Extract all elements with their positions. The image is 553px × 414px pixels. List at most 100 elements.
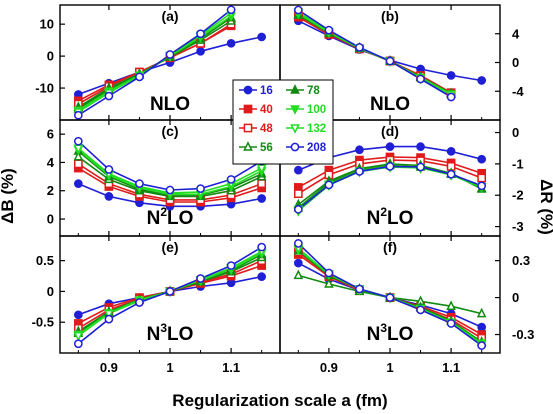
legend-item-100: 100	[286, 104, 326, 116]
panel-e-series-208-point	[196, 274, 205, 283]
legend-marker	[243, 123, 253, 133]
panel-c-series-16-point	[73, 179, 83, 189]
legend-item-40: 40	[239, 104, 273, 116]
panel-d-order-label: N2LO	[367, 205, 414, 229]
panel-a-order-label: NLO	[150, 94, 190, 115]
panel-f-ytick-label: 0	[512, 290, 519, 305]
panel-d-series-48-point	[293, 189, 303, 199]
panel-f-series-208-point	[477, 341, 487, 350]
panel-b-series-16-point	[477, 76, 487, 85]
panel-f-series-208-point	[385, 293, 395, 302]
panel-b-series-208-point	[324, 25, 334, 35]
legend-item-78: 78	[286, 84, 320, 97]
x-axis-label: Regularization scale a (fm)	[172, 391, 387, 410]
panel-e-series-208-point	[135, 298, 144, 307]
panel-c-series-16-point	[257, 194, 267, 203]
panel-f-xtick-label: 0.9	[320, 360, 338, 375]
legend-marker	[243, 104, 253, 114]
panel-c-ytick-label: 4	[47, 155, 55, 170]
panel-f-series-208-point	[416, 305, 425, 315]
legend-marker	[290, 84, 300, 94]
panel-f-series-56-point	[476, 307, 487, 318]
panel-a-series-16-point	[257, 32, 267, 42]
panel-e-series-208-point	[73, 339, 83, 349]
panel-f-tag: (f)	[383, 239, 397, 255]
panel-c-series-208-point	[135, 179, 144, 189]
panel-c-series-16-point	[104, 192, 114, 201]
panel-b-ytick-label: 4	[512, 26, 520, 41]
panel-d-ytick-label: -3	[512, 219, 524, 234]
panel-c-series-208-point	[165, 185, 175, 195]
legend: 16 40 48 56 78 100 132 208	[232, 79, 334, 165]
panel-b-series-208-point	[446, 92, 456, 102]
panel-e-ytick-label: 0	[47, 284, 54, 299]
panel-f-ytick-label: 0.3	[512, 253, 530, 268]
panel-e-series-16-point	[73, 310, 83, 320]
panel-f-series-208-point	[324, 268, 334, 278]
legend-item-208: 208	[286, 142, 327, 154]
panel-d-series-16-point	[385, 142, 395, 151]
panel-c-tag: (c)	[161, 123, 178, 139]
panel-d-series-48-point	[477, 173, 487, 183]
panel-a-series-40-line	[77, 25, 232, 102]
panel-a-series-208-point	[73, 110, 83, 120]
legend-label: 100	[307, 104, 326, 116]
panel-b-series-208-point	[385, 56, 395, 66]
panel-f-ytick-label: -0.3	[512, 327, 534, 342]
panel-e: 0.9 1 1.1 -0.5 0 0.5 (e) N3LO	[32, 235, 281, 375]
legend-label: 16	[260, 85, 273, 97]
panel-f-series-208-point	[355, 284, 364, 294]
panel-d-series-16-point	[416, 142, 425, 151]
legend-label: 56	[260, 142, 273, 154]
panel-a-series-208-point	[196, 29, 205, 39]
y-axis-label-right: ΔR (%)	[537, 179, 553, 235]
panel-d-series-208-point	[324, 180, 334, 190]
panel-e-series-132-point	[73, 332, 84, 342]
panel-e-order-label: N3LO	[147, 321, 194, 345]
y-axis-label-left: ΔB (%)	[0, 168, 17, 224]
panel-a-series-16-point	[196, 46, 205, 56]
panel-a-series-208-point	[226, 5, 236, 15]
panel-b-tag: (b)	[381, 8, 399, 24]
legend-label: 40	[260, 104, 273, 116]
panel-c-series-56-point	[73, 150, 84, 161]
panel-b-ytick-label: -4	[512, 84, 524, 99]
legend-marker	[290, 124, 300, 134]
panel-a-series-208-point	[135, 72, 144, 82]
panel-e-series-208-point	[226, 261, 236, 270]
panel-e-series-16-point	[257, 272, 267, 281]
panel-e-ytick-label: -0.5	[32, 315, 54, 330]
panel-e-xtick-label: 0.9	[100, 360, 118, 375]
legend-item-16: 16	[239, 85, 273, 97]
panel-f: 0.9 1 1.1 -0.3 0 0.3 (f) N3LO	[279, 235, 534, 375]
panel-d-series-16-point	[355, 145, 364, 155]
panel-a-ytick-label: -10	[35, 81, 54, 96]
panel-b-series-16-point	[446, 71, 456, 80]
legend-marker	[290, 105, 300, 115]
panel-d-series-208-point	[416, 162, 425, 172]
panel-f-series-208-point	[293, 239, 303, 248]
panel-c-ytick-label: 0	[47, 212, 54, 227]
panel-f-series-208-point	[446, 319, 456, 328]
panel-f-xtick-label: 1.1	[442, 360, 460, 375]
panel-d-series-208-point	[477, 181, 487, 191]
panel-d-ytick-label: 0	[512, 125, 519, 140]
panel-d-series-208-point	[355, 167, 364, 176]
panel-d-series-208-point	[293, 205, 303, 214]
panel-d-series-208-point	[385, 162, 395, 171]
panel-d-series-16-point	[446, 147, 456, 156]
panel-d-ytick-label: -1	[512, 156, 524, 171]
panel-a-tag: (a)	[161, 8, 178, 24]
legend-item-56: 56	[239, 141, 273, 154]
legend-label: 132	[307, 123, 326, 135]
panel-a-ytick-label: 0	[47, 49, 54, 64]
panel-a-series-208-line	[77, 9, 232, 116]
panel-c-order-label: N2LO	[147, 205, 194, 229]
panel-c-series-48-point	[257, 179, 267, 189]
legend-label: 48	[260, 123, 273, 135]
panel-e-series-208-point	[165, 287, 175, 296]
legend-label: 78	[307, 85, 320, 97]
legend-marker	[243, 85, 253, 95]
